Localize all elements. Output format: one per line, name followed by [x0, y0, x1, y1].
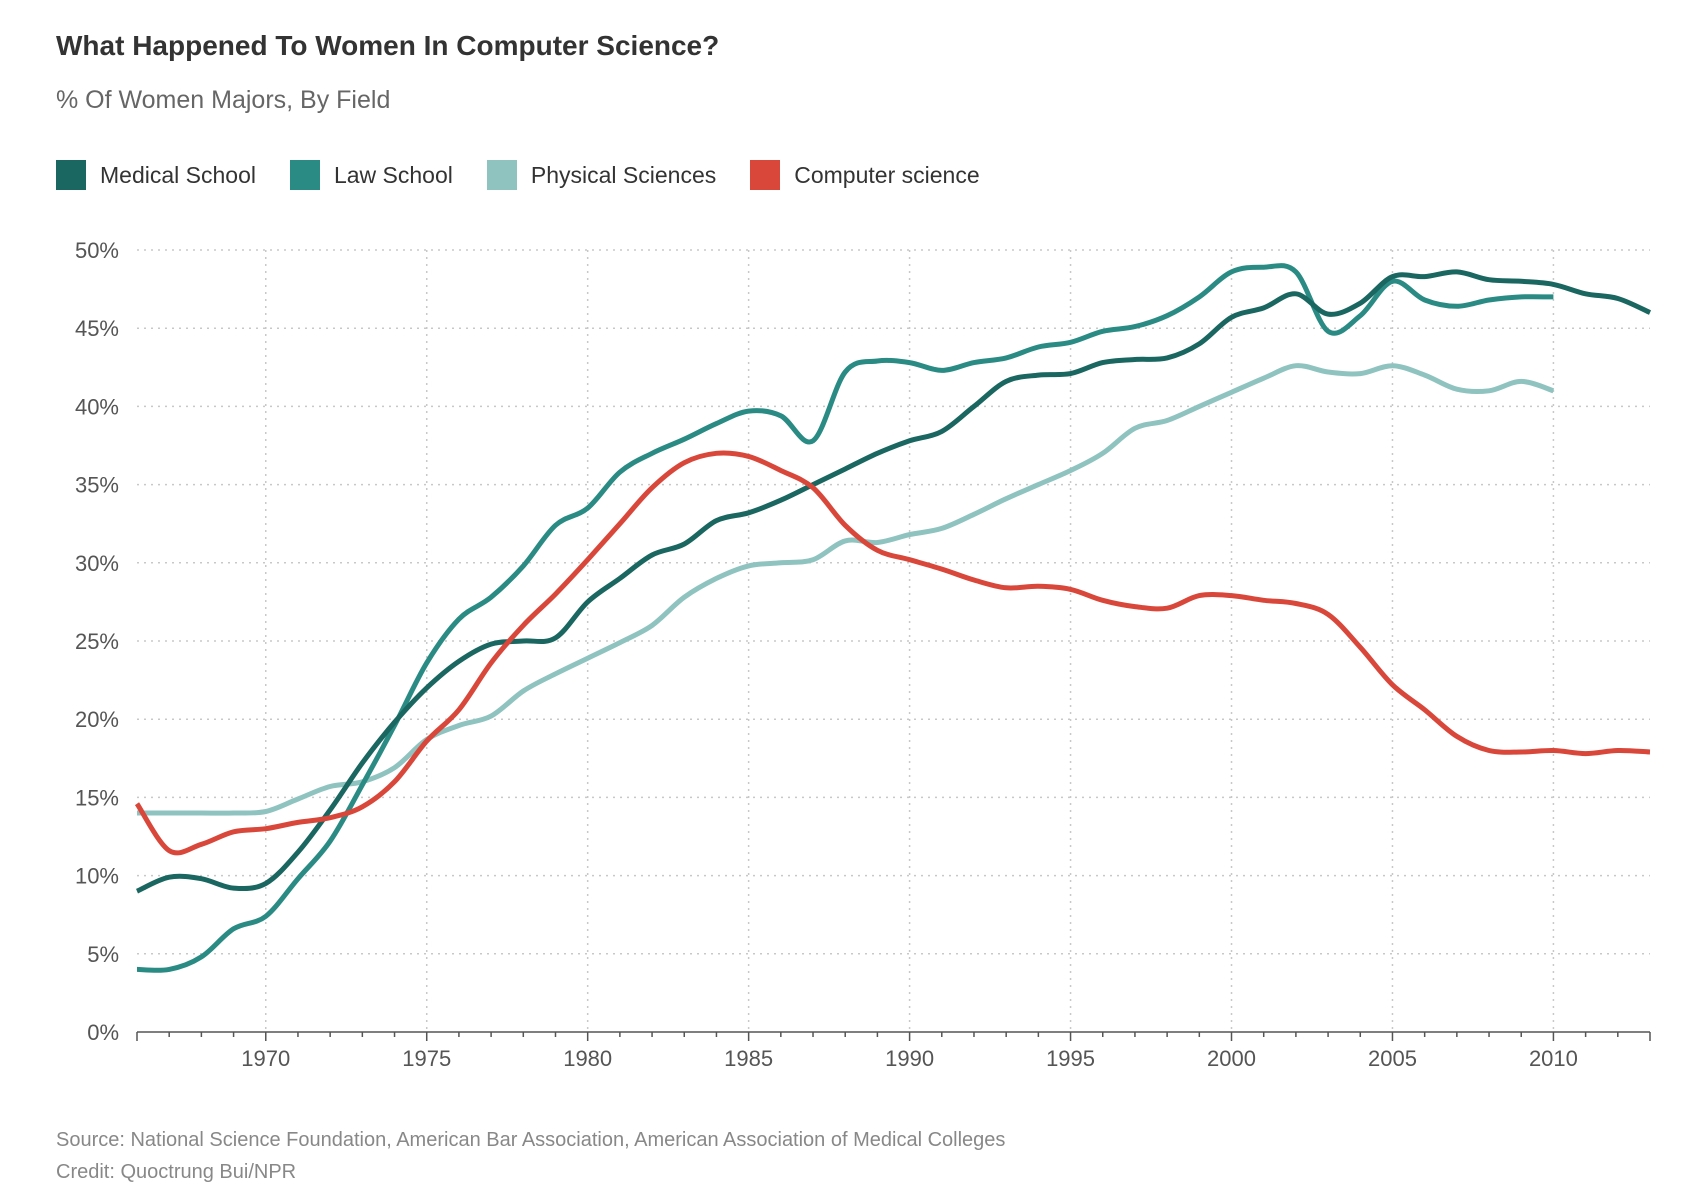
x-tick-label-1985: 1985	[724, 1046, 773, 1071]
legend-item-law-school: Law School	[289, 160, 453, 190]
series-line-computer-science	[134, 450, 1651, 856]
source-note: Source: National Science Foundation, Ame…	[56, 1129, 1006, 1151]
x-tick-label-1970: 1970	[241, 1046, 290, 1071]
y-tick-label-35: 35%	[75, 473, 119, 498]
legend-swatch-law-school	[289, 160, 320, 190]
x-tick-label-1980: 1980	[563, 1046, 612, 1071]
y-tick-label-40: 40%	[75, 394, 119, 419]
series-line-physical-sciences	[137, 363, 1555, 816]
legend-item-computer-science: Computer science	[750, 160, 980, 190]
legend: Medical School Law School Physical Scien…	[56, 160, 1014, 190]
x-tick-label-2010: 2010	[1529, 1046, 1578, 1071]
x-tick-label-1990: 1990	[885, 1046, 934, 1071]
y-tick-label-20: 20%	[75, 707, 119, 732]
y-tick-label-15: 15%	[75, 785, 119, 810]
y-tick-label-30: 30%	[75, 551, 119, 576]
y-tick-label-50: 50%	[75, 238, 119, 263]
y-tick-label-45: 45%	[75, 316, 119, 341]
legend-label-computer-science: Computer science	[794, 161, 980, 188]
legend-item-physical-sciences: Physical Sciences	[486, 160, 717, 190]
y-tick-label-10: 10%	[75, 864, 119, 889]
legend-swatch-physical-sciences	[486, 160, 517, 190]
legend-item-medical-school: Medical School	[56, 160, 256, 190]
x-tick-label-1975: 1975	[402, 1046, 451, 1071]
x-tick-label-2005: 2005	[1368, 1046, 1417, 1071]
chart-plot: 0% 5% 10% 15% 20% 25% 30% 35% 40% 45% 50% 1970 1975 1…	[75, 238, 1652, 1071]
y-tick-label-5: 5%	[87, 942, 119, 967]
series-line-medical-school	[135, 269, 1652, 894]
legend-swatch-computer-science	[750, 160, 781, 190]
series-line-law-school	[136, 263, 1554, 973]
chart-footer: Source: National Science Foundation, Ame…	[56, 1124, 1005, 1188]
y-tick-label-0: 0%	[87, 1020, 119, 1045]
credit-note: Credit: Quoctrung Bui/NPR	[56, 1161, 297, 1183]
x-tick-label-1995: 1995	[1046, 1046, 1095, 1071]
chart-subtitle: % Of Women Majors, By Field	[56, 86, 391, 114]
y-tick-label-25: 25%	[75, 629, 119, 654]
legend-label-medical-school: Medical School	[100, 161, 256, 188]
legend-swatch-medical-school	[56, 160, 86, 190]
legend-label-physical-sciences: Physical Sciences	[530, 161, 717, 188]
legend-label-law-school: Law School	[333, 161, 453, 188]
chart-title: What Happened To Women In Computer Scien…	[56, 30, 720, 61]
x-tick-label-2000: 2000	[1207, 1046, 1256, 1071]
